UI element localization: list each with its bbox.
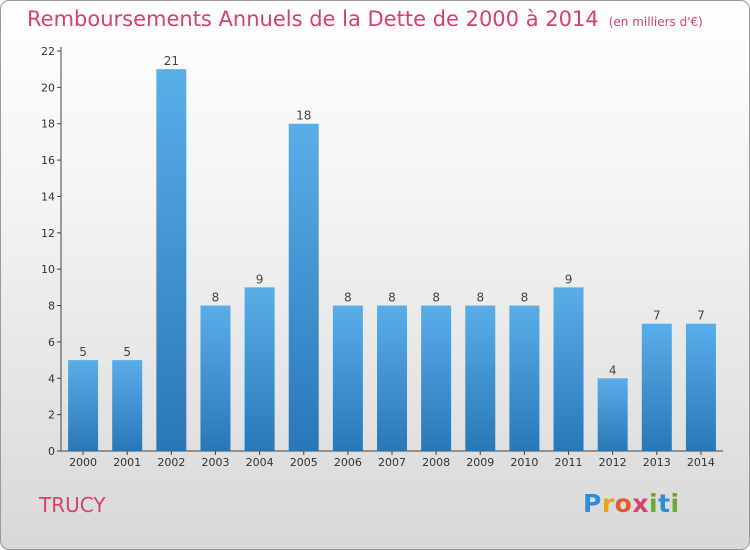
commune-name: TRUCY [39,493,106,517]
y-tick-label: 0 [48,445,55,458]
y-tick-label: 2 [48,409,55,422]
bar-value-label: 21 [164,54,179,68]
bar [200,305,231,451]
bar-value-label: 8 [344,291,352,305]
x-tick-label: 2000 [69,456,97,469]
bar [68,360,99,451]
x-tick-label: 2002 [157,456,185,469]
bar [421,305,452,451]
y-tick-label: 4 [48,372,55,385]
y-tick-label: 16 [41,154,55,167]
y-tick-label: 18 [41,118,55,131]
bar [288,123,319,452]
bar-value-label: 9 [256,272,264,286]
x-tick-label: 2007 [378,456,406,469]
x-tick-label: 2013 [643,456,671,469]
y-tick-label: 22 [41,45,55,58]
bar-value-label: 8 [476,291,484,305]
bar-value-label: 5 [123,345,131,359]
bar [156,69,187,451]
x-tick-label: 2009 [466,456,494,469]
x-tick-label: 2003 [201,456,229,469]
x-tick-label: 2014 [687,456,715,469]
x-tick-label: 2011 [555,456,583,469]
bar-value-label: 8 [388,291,396,305]
logo-letter: i [670,489,680,518]
y-tick-label: 6 [48,336,55,349]
bar-value-label: 5 [79,345,87,359]
logo-letter: x [632,489,649,518]
chart-title: Remboursements Annuels de la Dette de 20… [27,7,703,31]
y-tick-label: 8 [48,300,55,313]
bar [509,305,540,451]
x-tick-label: 2005 [290,456,318,469]
bar-value-label: 7 [697,309,705,323]
logo-letter: t [658,489,671,518]
x-tick-label: 2004 [246,456,274,469]
chart-title-text: Remboursements Annuels de la Dette de 20… [27,7,599,31]
y-tick-label: 20 [41,81,55,94]
bar [553,287,584,451]
logo-letter: P [583,489,602,518]
bar-value-label: 7 [653,309,661,323]
logo-letter: o [614,489,633,518]
bar [641,323,672,451]
logo-letter: r [601,489,615,518]
y-tick-label: 10 [41,263,55,276]
bar-value-label: 9 [565,272,573,286]
x-tick-label: 2012 [599,456,627,469]
bar-value-label: 8 [212,291,220,305]
chart-unit: (en milliers d'€) [608,15,703,29]
bar-value-label: 4 [609,363,617,377]
bar-value-label: 18 [296,109,311,123]
bar [244,287,275,451]
x-tick-label: 2006 [334,456,362,469]
logo-letter: i [649,489,659,518]
y-tick-label: 12 [41,227,55,240]
bar [685,323,716,451]
bar [332,305,363,451]
y-tick-label: 14 [41,190,55,203]
bar-value-label: 8 [432,291,440,305]
bar [465,305,496,451]
x-tick-label: 2008 [422,456,450,469]
bar [112,360,143,451]
x-tick-label: 2001 [113,456,141,469]
bar [377,305,407,451]
proxiti-logo[interactable]: Proxiti [583,489,680,518]
x-tick-label: 2010 [510,456,538,469]
bar [597,378,628,451]
bar-value-label: 8 [521,291,529,305]
